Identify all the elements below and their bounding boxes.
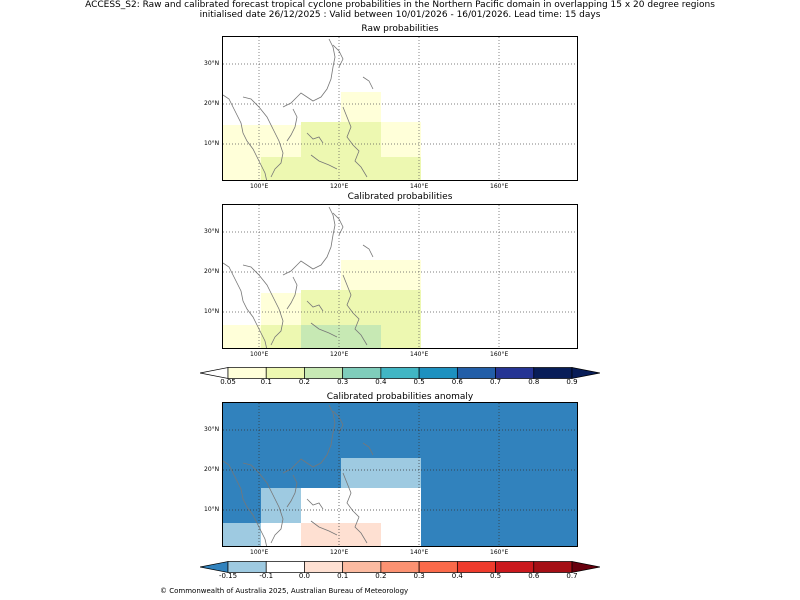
- raw-cell: [381, 122, 421, 157]
- cal-lon-label: 120°E: [330, 351, 349, 358]
- colorbar-under-arrow: [199, 367, 229, 379]
- raw-lon-label: 120°E: [330, 183, 349, 190]
- colorbar-tick-label: 0.6: [528, 572, 540, 580]
- coastline: [223, 38, 374, 180]
- raw-cell: [381, 157, 421, 180]
- colorbar-segment: [495, 561, 535, 573]
- anom-lon-label: 100°E: [250, 549, 269, 556]
- anom-cell: [223, 523, 261, 546]
- colorbar-segment: [456, 367, 496, 379]
- coastline: [223, 206, 374, 348]
- calibrated-probabilities-map: [222, 204, 578, 349]
- colorbar-segment: [456, 561, 496, 573]
- anom-lon-label: 160°E: [490, 549, 509, 556]
- anomaly-panel-title: Calibrated probabilities anomaly: [326, 392, 474, 402]
- colorbar-tick-label: 0.3: [337, 378, 349, 386]
- colorbar-segment: [304, 367, 344, 379]
- colorbar-tick-label: 0.8: [528, 378, 540, 386]
- grid-lines: [223, 403, 577, 546]
- colorbar-tick-label: 0.5: [413, 378, 425, 386]
- raw-lon-label: 100°E: [250, 183, 269, 190]
- probability-colorbar: [199, 364, 601, 379]
- colorbar-segment: [533, 561, 573, 573]
- colorbar-segment: [342, 561, 382, 573]
- cal-cell: [261, 325, 301, 348]
- anom-cell: [261, 523, 301, 546]
- cal-cell: [341, 260, 421, 290]
- cal-cell: [341, 290, 421, 325]
- cal-cell: [223, 325, 261, 348]
- colorbar-tick-label: 0.1: [260, 378, 272, 386]
- colorbar-segment: [304, 561, 344, 573]
- raw-panel-title: Raw probabilities: [361, 24, 439, 34]
- anomaly-colorbar: [199, 558, 601, 573]
- cal-cell: [261, 293, 301, 325]
- colorbar-over-arrow: [571, 367, 601, 379]
- anom-lon-label: 140°E: [410, 549, 429, 556]
- colorbar-segment: [495, 367, 535, 379]
- cal-lon-label: 100°E: [250, 351, 269, 358]
- colorbar-segment: [342, 367, 382, 379]
- colorbar-tick-label: 0.05: [220, 378, 236, 386]
- colorbar-segment: [227, 367, 267, 379]
- colorbar-under-arrow: [199, 561, 229, 573]
- colorbar-segment: [227, 561, 267, 573]
- colorbar-tick-label: 0.7: [566, 572, 578, 580]
- cal-lat-label: 30°N: [204, 228, 220, 235]
- cal-lon-label: 160°E: [490, 351, 509, 358]
- raw-lat-label: 20°N: [204, 100, 220, 107]
- anom-lon-label: 120°E: [330, 549, 349, 556]
- cal-lon-label: 140°E: [410, 351, 429, 358]
- calibrated-panel-title: Calibrated probabilities: [347, 192, 453, 202]
- cal-cell: [301, 325, 381, 348]
- anom-cell: [301, 523, 381, 546]
- raw-cell: [341, 92, 381, 122]
- colorbar-tick-label: -0.1: [259, 572, 274, 580]
- raw-lon-label: 140°E: [410, 183, 429, 190]
- anom-lat-label: 20°N: [204, 466, 220, 473]
- colorbar-over-arrow: [571, 561, 601, 573]
- raw-lat-label: 30°N: [204, 60, 220, 67]
- raw-cell: [341, 122, 381, 180]
- cal-lat-label: 10°N: [204, 308, 220, 315]
- coastline: [223, 404, 374, 546]
- anomaly-map: [222, 402, 578, 547]
- colorbar-segment: [380, 367, 420, 379]
- colorbar-segment: [418, 367, 458, 379]
- colorbar-segment: [533, 367, 573, 379]
- colorbar-segment: [418, 561, 458, 573]
- raw-cell: [301, 122, 341, 180]
- raw-probabilities-map: [222, 36, 578, 181]
- grid-lines: [223, 37, 577, 180]
- anom-lat-label: 30°N: [204, 426, 220, 433]
- colorbar-tick-label: 0.7: [489, 378, 502, 386]
- copyright-notice: © Commonwealth of Australia 2025, Austra…: [160, 587, 409, 595]
- colorbar-segment: [265, 367, 305, 379]
- colorbar-tick-label: 0.5: [489, 572, 502, 580]
- colorbar-tick-label: 0.2: [375, 572, 387, 580]
- figure-title-line2: initialised date 26/12/2025 : Valid betw…: [199, 10, 601, 20]
- grid-lines: [223, 205, 577, 348]
- colorbar-tick-label: 0.4: [375, 378, 387, 386]
- colorbar-tick-label: 0.9: [566, 378, 578, 386]
- colorbar-tick-label: 0.6: [451, 378, 463, 386]
- anom-lat-label: 10°N: [204, 506, 220, 513]
- raw-lat-label: 10°N: [204, 140, 220, 147]
- raw-cell: [261, 157, 301, 180]
- raw-lon-label: 160°E: [490, 183, 509, 190]
- cal-lat-label: 20°N: [204, 268, 220, 275]
- colorbar-segment: [265, 561, 305, 573]
- colorbar-tick-label: -0.15: [218, 572, 238, 580]
- cal-cell: [381, 325, 421, 348]
- colorbar-tick-label: 0.1: [337, 572, 349, 580]
- colorbar-tick-label: 0.2: [298, 378, 311, 386]
- colorbar-tick-label: 0.4: [451, 572, 463, 580]
- figure-title-line1: ACCESS_S2: Raw and calibrated forecast t…: [85, 0, 715, 10]
- colorbar-tick-label: 0.0: [298, 572, 311, 580]
- colorbar-tick-label: 0.3: [413, 572, 425, 580]
- colorbar-segment: [380, 561, 420, 573]
- anom-cell: [341, 458, 421, 488]
